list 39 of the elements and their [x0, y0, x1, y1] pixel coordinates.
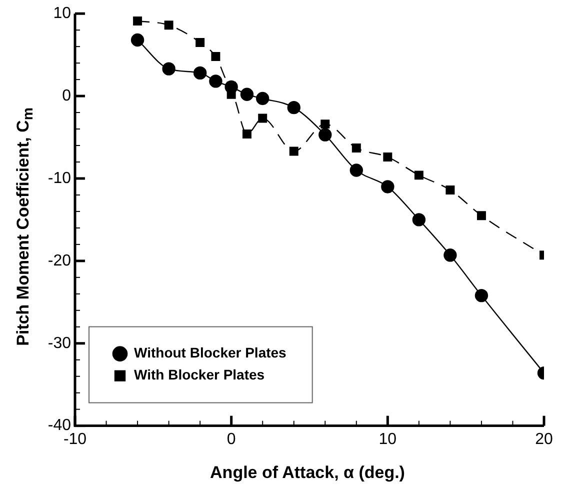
- point: [352, 143, 361, 152]
- x-axis-title: Angle of Attack, α (deg.): [209, 463, 406, 483]
- y-tick-label: -40: [48, 417, 72, 434]
- point: [446, 186, 455, 195]
- y-tick-label: -20: [48, 252, 72, 270]
- point: [474, 288, 488, 302]
- point: [224, 80, 238, 94]
- point: [289, 146, 298, 156]
- point: [196, 38, 205, 47]
- point: [193, 66, 207, 80]
- point: [211, 52, 220, 61]
- point: [412, 213, 426, 226]
- point: [209, 74, 222, 88]
- point: [240, 88, 254, 101]
- point: [476, 211, 486, 220]
- point: [350, 164, 363, 177]
- point: [444, 248, 457, 262]
- x-tick-label: 10: [378, 430, 397, 448]
- y-tick-label: -10: [48, 170, 72, 187]
- x-tick-label: 20: [535, 430, 553, 448]
- point: [162, 62, 176, 76]
- point: [320, 120, 330, 129]
- point: [287, 100, 300, 114]
- legend-label: Without Blocker Plates: [134, 344, 287, 361]
- point: [133, 16, 142, 26]
- point: [381, 180, 394, 194]
- point: [242, 129, 252, 138]
- x-tick-label: 0: [226, 430, 236, 448]
- point: [383, 152, 392, 162]
- point: [318, 128, 332, 142]
- point: [164, 20, 174, 30]
- y-tick-label: -30: [48, 334, 72, 352]
- point: [414, 170, 424, 180]
- y-tick-label: 0: [62, 87, 72, 104]
- y-tick-label: 10: [53, 5, 72, 22]
- point: [256, 92, 270, 106]
- point: [130, 33, 144, 47]
- legend-label: With Blocker Plates: [134, 366, 265, 383]
- point: [258, 114, 268, 123]
